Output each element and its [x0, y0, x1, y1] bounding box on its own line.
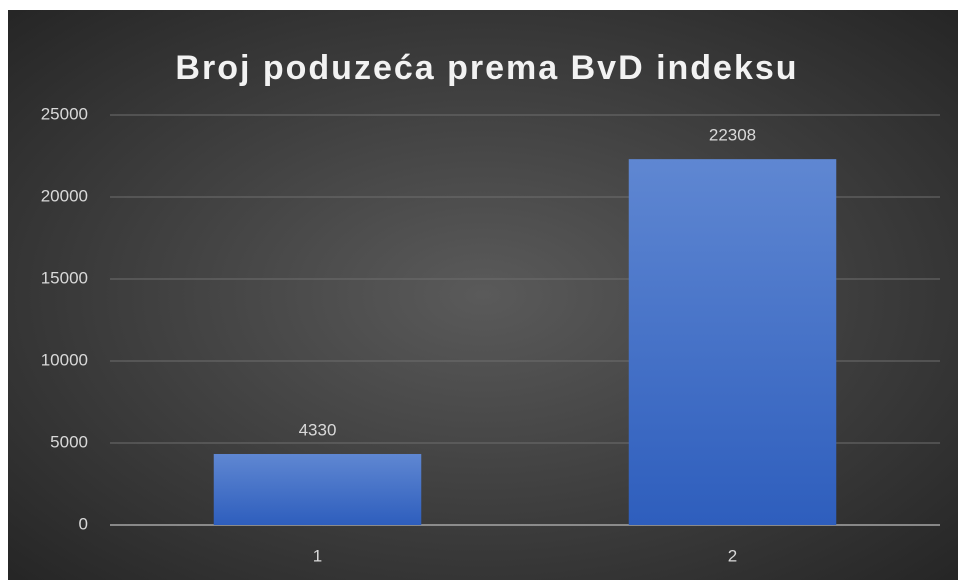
y-tick-label: 20000: [41, 186, 88, 205]
data-label: 4330: [299, 420, 337, 439]
chart-title: Broj poduzeća prema BvD indeksu: [175, 49, 798, 87]
y-tick-label: 0: [79, 514, 88, 533]
y-tick-label: 10000: [41, 350, 88, 369]
bar: [628, 159, 837, 525]
data-label: 22308: [709, 126, 756, 145]
y-tick-label: 5000: [50, 432, 88, 451]
x-tick-label: 1: [313, 546, 322, 565]
x-tick-label: 2: [728, 546, 737, 565]
y-tick-label: 15000: [41, 268, 88, 287]
bar: [213, 453, 422, 525]
y-tick-label: 25000: [41, 104, 88, 123]
